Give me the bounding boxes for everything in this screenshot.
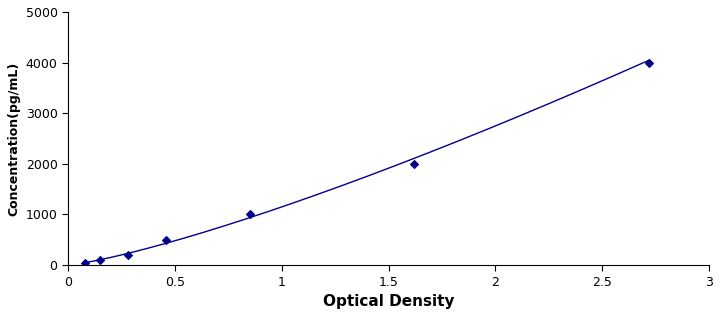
X-axis label: Optical Density: Optical Density bbox=[323, 294, 454, 309]
Y-axis label: Concentration(pg/mL): Concentration(pg/mL) bbox=[7, 61, 20, 216]
